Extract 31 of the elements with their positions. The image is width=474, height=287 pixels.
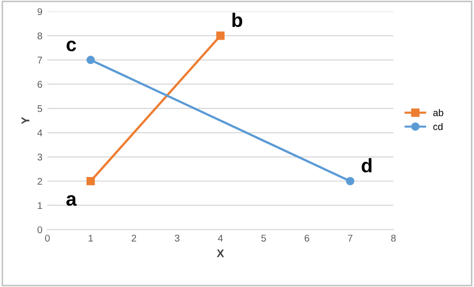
point <box>86 176 95 186</box>
annotation: c <box>66 40 76 52</box>
point <box>216 32 225 40</box>
x-tick-label: 4 <box>218 234 223 242</box>
x-axis-title: X <box>216 249 224 258</box>
x-tick-label: 7 <box>348 234 352 242</box>
y-tick-label: 4 <box>37 129 42 136</box>
point <box>346 176 354 186</box>
y-tick-label: 1 <box>38 202 42 209</box>
x-tick-label: 8 <box>391 234 396 242</box>
y-tick-label: 5 <box>38 105 42 112</box>
legend-label: cd <box>433 122 442 130</box>
x-tick-label: 6 <box>304 234 310 242</box>
annotation: b <box>232 12 242 28</box>
point <box>86 56 95 64</box>
y-tick-label: 8 <box>38 32 42 40</box>
y-tick-label: 0 <box>38 226 42 234</box>
x-tick-label: 1 <box>88 234 93 242</box>
y-tick-label: 2 <box>38 178 42 185</box>
y-tick-label: 9 <box>38 8 42 16</box>
annotation: a <box>66 195 77 206</box>
legend-label: ab <box>433 109 444 116</box>
y-tick-label: 6 <box>38 80 42 88</box>
x-tick-label: 5 <box>261 234 266 242</box>
x-tick-label: 2 <box>132 234 136 242</box>
x-tick-label: 0 <box>45 234 50 242</box>
x-tick-label: 3 <box>174 234 180 242</box>
annotation: d <box>362 158 372 172</box>
y-axis-title: Y <box>22 117 30 124</box>
y-tick-label: 3 <box>38 154 42 161</box>
y-tick-label: 7 <box>38 56 42 64</box>
